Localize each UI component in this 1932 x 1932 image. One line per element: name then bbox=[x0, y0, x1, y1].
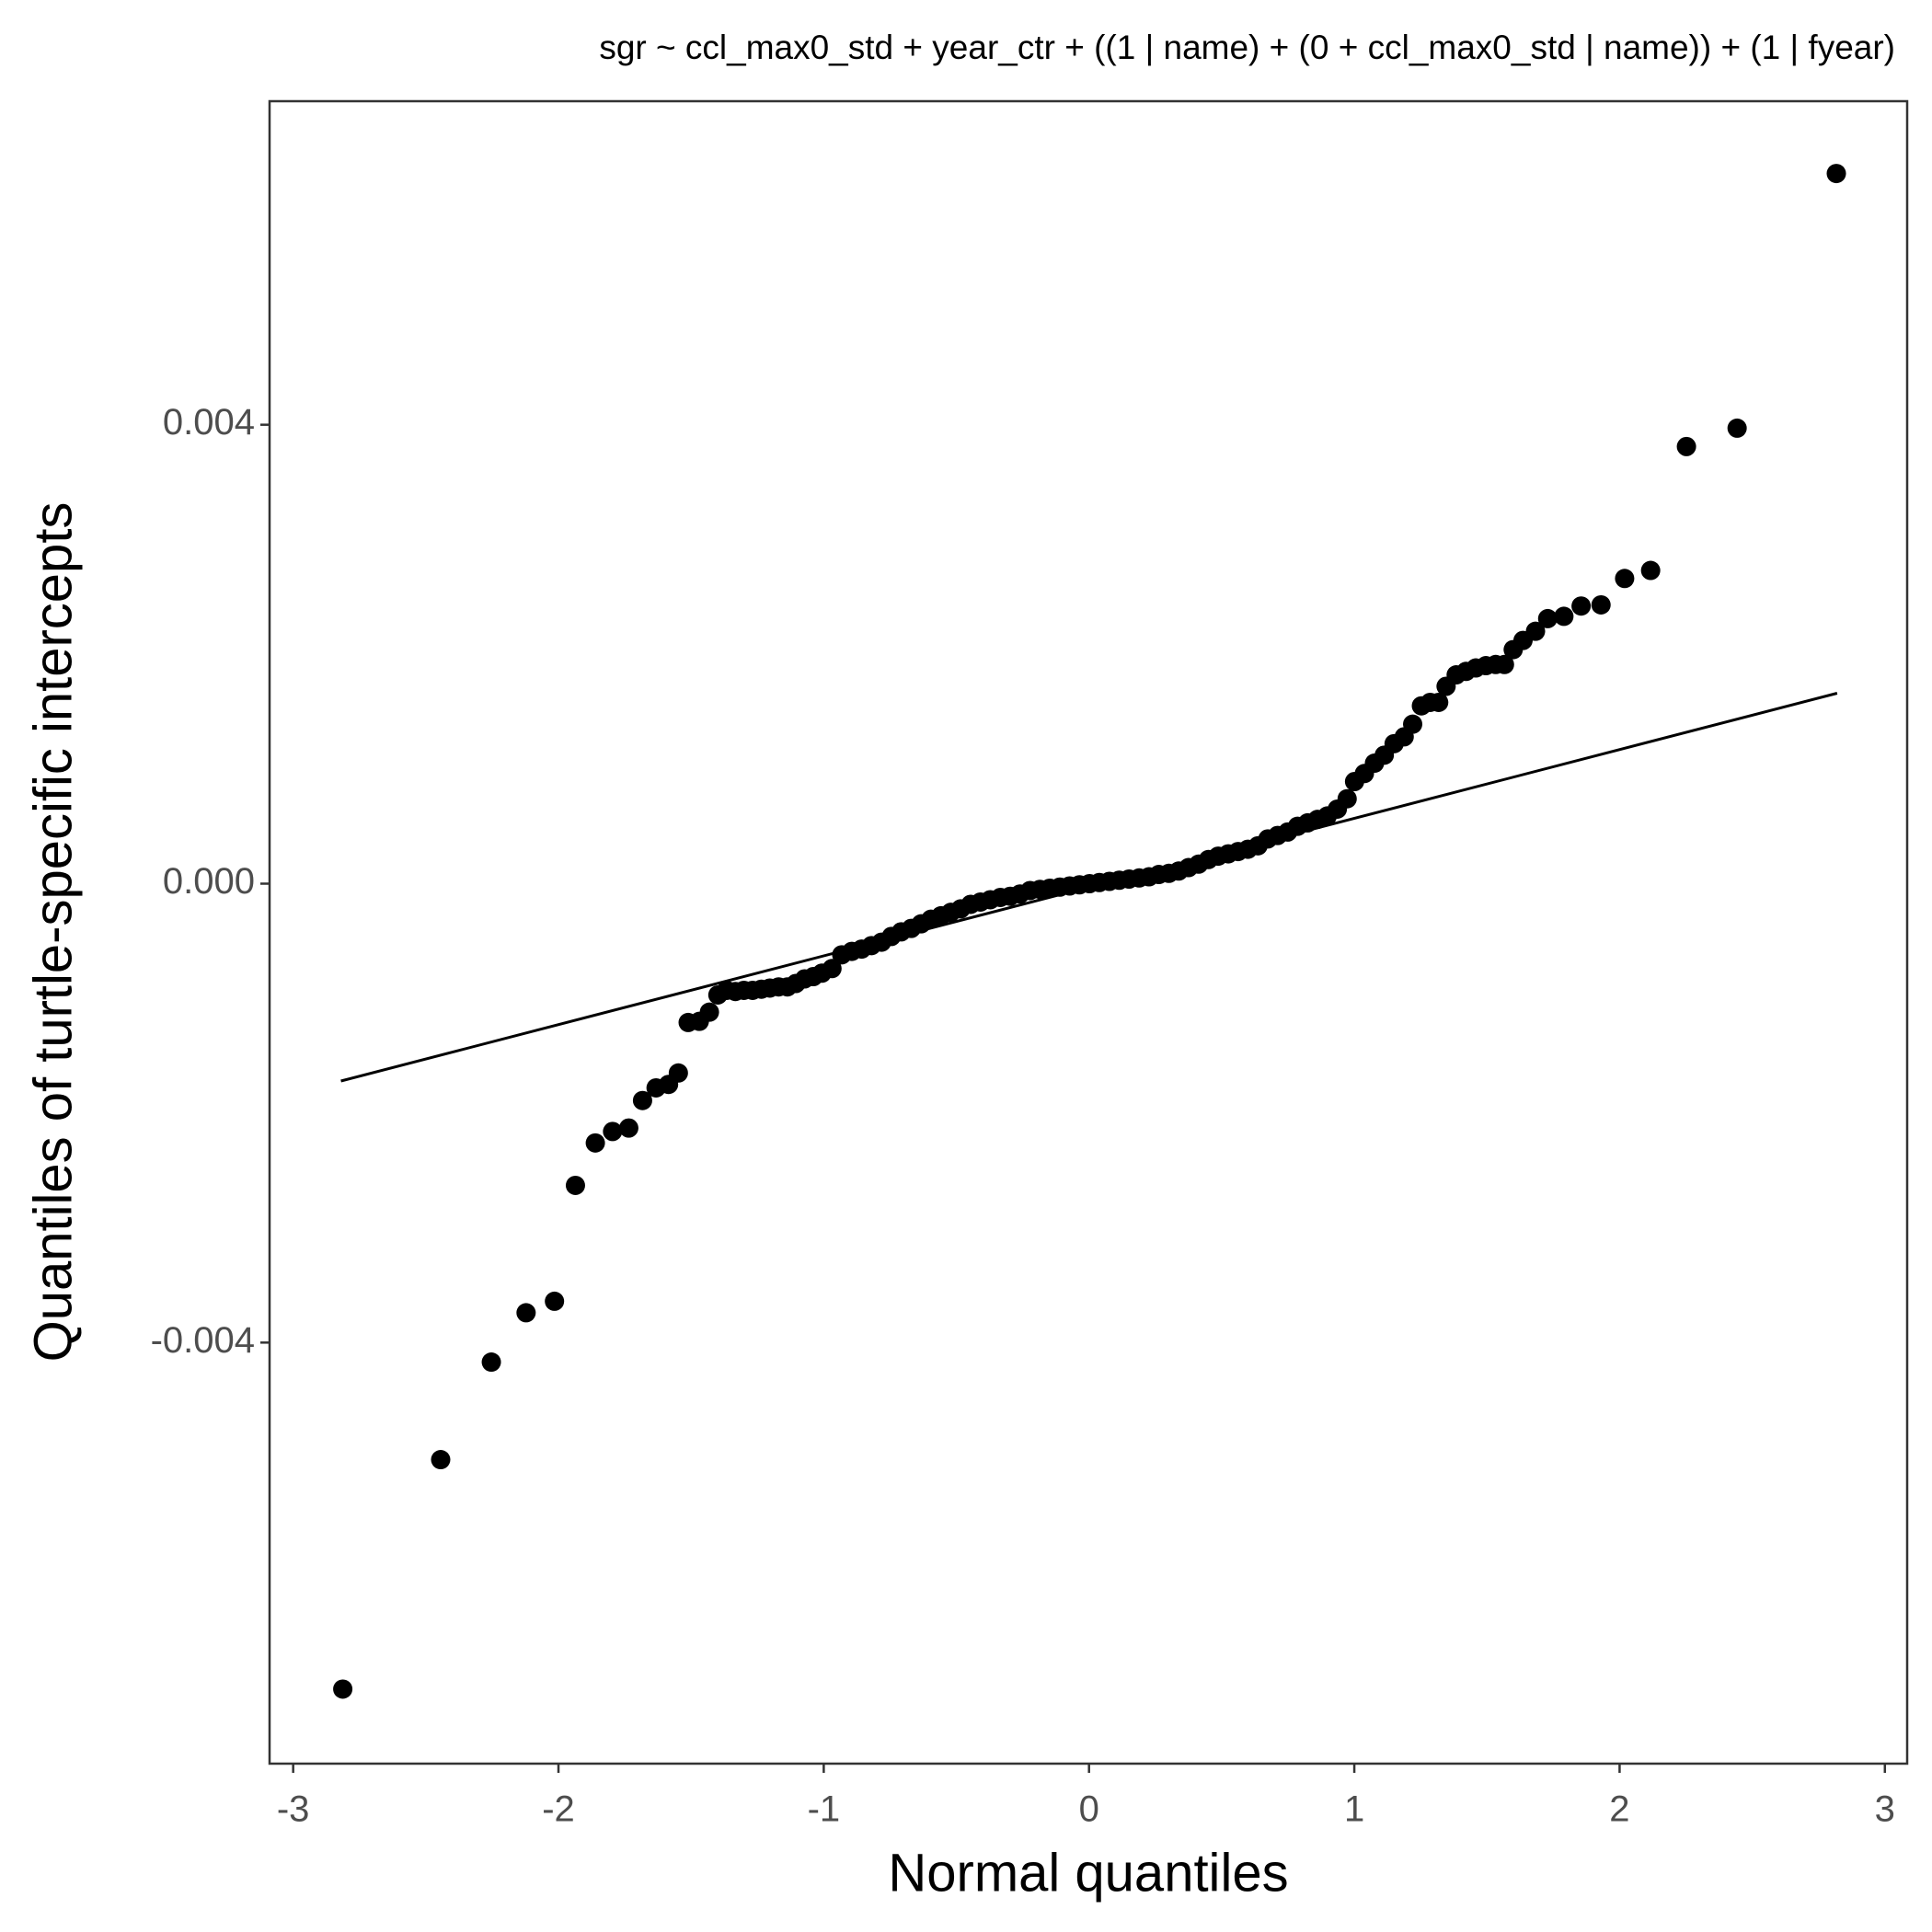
chart-title: sgr ~ ccl_max0_std + year_ctr + ((1 | na… bbox=[599, 29, 1895, 66]
point bbox=[603, 1121, 623, 1142]
x-tick-label: 0 bbox=[1079, 1789, 1099, 1830]
point bbox=[1676, 436, 1696, 456]
point bbox=[699, 1002, 719, 1022]
point bbox=[1640, 560, 1661, 581]
point bbox=[668, 1063, 688, 1083]
point bbox=[1571, 596, 1592, 616]
point bbox=[565, 1175, 585, 1195]
point bbox=[1826, 164, 1846, 184]
point bbox=[333, 1679, 353, 1699]
point bbox=[431, 1450, 451, 1470]
y-tick-label: 0.000 bbox=[163, 861, 255, 902]
point bbox=[632, 1090, 652, 1110]
y-axis-label: Quantiles of turtle-specific intercepts bbox=[23, 502, 83, 1363]
x-tick-label: 1 bbox=[1344, 1789, 1364, 1830]
x-axis-label: Normal quantiles bbox=[888, 1843, 1288, 1903]
point bbox=[516, 1303, 536, 1323]
y-tick-label: -0.004 bbox=[151, 1320, 255, 1361]
point bbox=[1337, 788, 1357, 809]
point bbox=[1403, 714, 1423, 734]
y-tick-label: 0.004 bbox=[163, 402, 255, 443]
point bbox=[1591, 594, 1611, 615]
x-tick-label: 3 bbox=[1875, 1789, 1895, 1830]
point bbox=[1615, 569, 1635, 589]
point bbox=[1554, 606, 1574, 627]
x-tick-label: -2 bbox=[542, 1789, 575, 1830]
point bbox=[618, 1118, 638, 1138]
x-tick-label: 2 bbox=[1609, 1789, 1629, 1830]
x-tick-label: -1 bbox=[808, 1789, 841, 1830]
point bbox=[1537, 608, 1558, 628]
point bbox=[1429, 692, 1449, 712]
point bbox=[545, 1291, 565, 1311]
point bbox=[1525, 621, 1546, 641]
point bbox=[585, 1133, 605, 1153]
point bbox=[1494, 654, 1514, 674]
point bbox=[822, 959, 842, 979]
x-tick-label: -3 bbox=[277, 1789, 310, 1830]
point bbox=[481, 1352, 501, 1373]
point bbox=[1727, 418, 1747, 438]
